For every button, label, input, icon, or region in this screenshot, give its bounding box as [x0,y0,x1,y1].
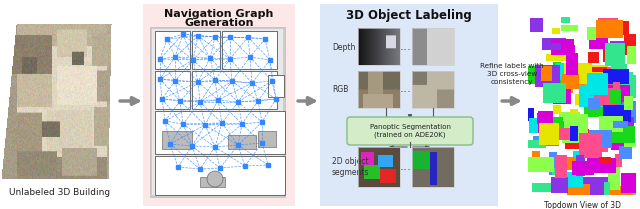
FancyBboxPatch shape [320,4,498,206]
FancyBboxPatch shape [347,117,473,145]
Text: ...: ... [400,83,412,96]
Bar [155,156,285,195]
Text: Generation: Generation [184,18,253,28]
Bar [155,31,190,69]
Text: Depth: Depth [332,42,355,51]
Text: Topdown View of 3D
Semantic Objects: Topdown View of 3D Semantic Objects [543,201,621,209]
Text: Unlabeled 3D Building: Unlabeled 3D Building [10,188,111,197]
Bar [222,31,277,69]
Text: 3D cross-view: 3D cross-view [487,71,537,77]
Bar [412,71,454,108]
Bar [192,31,220,69]
Bar [412,28,454,65]
Text: Panoptic Segmentation
(trained on ADE20K): Panoptic Segmentation (trained on ADE20K… [369,124,451,138]
Text: RGB: RGB [332,84,348,93]
Bar [192,71,277,109]
Bar [258,131,276,147]
Bar [155,111,285,154]
Text: 2D object
segments: 2D object segments [332,157,369,177]
Bar [358,28,400,65]
Text: Refine labels with: Refine labels with [480,63,544,69]
Bar [412,147,454,187]
Text: 3D Object Labeling: 3D Object Labeling [346,9,472,22]
Text: Navigation Graph: Navigation Graph [164,9,274,19]
FancyBboxPatch shape [150,27,285,197]
Bar [358,71,400,108]
FancyBboxPatch shape [143,4,295,206]
Bar [268,75,284,97]
Bar [358,147,400,187]
Circle shape [207,171,223,187]
Text: ...: ... [400,41,412,54]
Polygon shape [155,71,190,109]
Bar [162,131,192,149]
Bar [152,29,283,195]
Bar [200,177,225,187]
Text: consistency: consistency [491,79,533,85]
Text: ...: ... [400,161,412,173]
Bar [228,135,256,149]
